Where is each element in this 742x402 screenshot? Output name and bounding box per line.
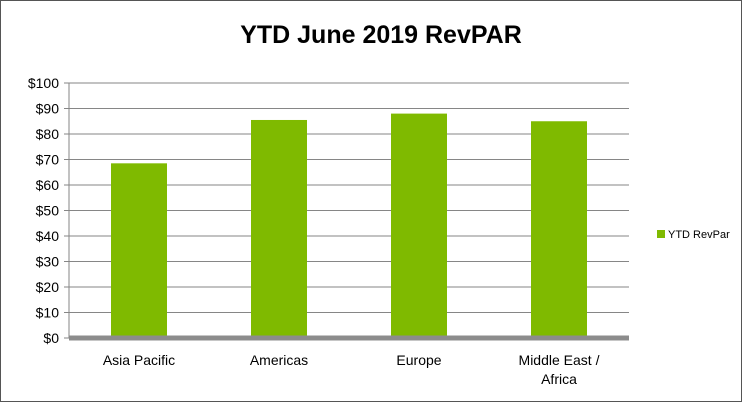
legend-label: YTD RevPar xyxy=(668,229,730,241)
category-label: Asia Pacific xyxy=(103,352,175,368)
y-tick-label: $10 xyxy=(36,305,60,321)
y-tick-label: $30 xyxy=(36,254,60,270)
y-tick-label: $20 xyxy=(36,279,60,295)
y-tick-label: $60 xyxy=(36,177,60,193)
y-tick-label: $0 xyxy=(43,330,59,346)
category-label: Middle East / Africa xyxy=(519,352,600,387)
y-tick-label: $80 xyxy=(36,126,60,142)
legend-swatch xyxy=(657,230,665,238)
bar xyxy=(251,119,307,338)
category-label: Americas xyxy=(250,352,308,368)
bar xyxy=(391,113,447,338)
y-tick-label: $50 xyxy=(36,203,60,219)
bar xyxy=(111,163,167,338)
y-tick-label: $40 xyxy=(36,228,60,244)
chart-title: YTD June 2019 RevPAR xyxy=(240,21,522,49)
category-label: Europe xyxy=(396,352,441,368)
y-tick-label: $90 xyxy=(36,101,60,117)
y-tick-label: $70 xyxy=(36,152,60,168)
bar xyxy=(531,121,587,338)
y-tick-label: $100 xyxy=(28,75,59,91)
